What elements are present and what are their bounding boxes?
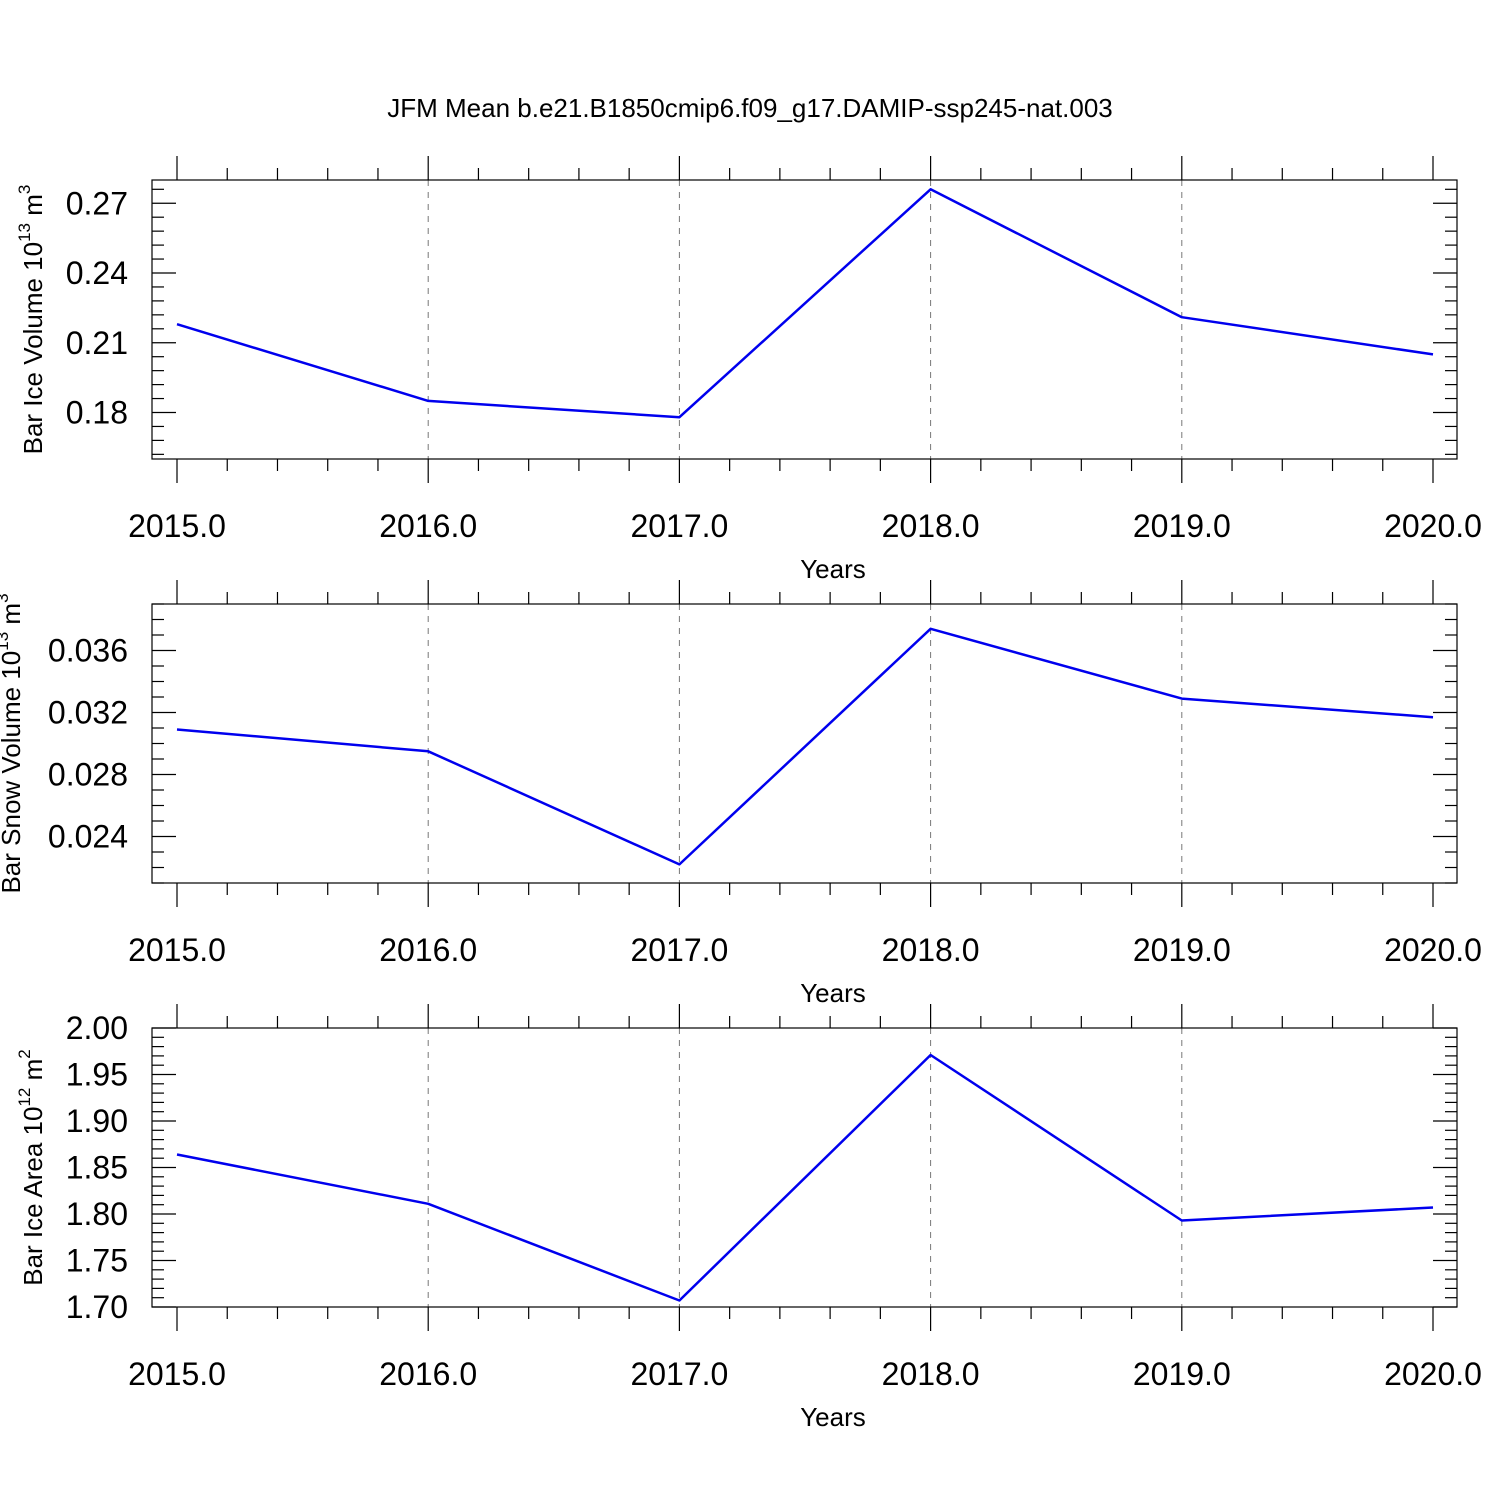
x-axis-label: Years — [800, 978, 866, 1008]
x-tick-label: 2020.0 — [1384, 932, 1482, 968]
figure-title: JFM Mean b.e21.B1850cmip6.f09_g17.DAMIP-… — [387, 93, 1113, 123]
chart-panel-3: 2015.0 2016.0 2017.0 2018.0 2019.0 2020.0 Year… — [15, 1004, 1482, 1432]
y-axis-label-unit-exponent: 3 — [0, 593, 12, 602]
y-tick-label: 0.21 — [66, 325, 128, 361]
y-tick-label: 1.70 — [66, 1289, 128, 1325]
x-tick-label: 2019.0 — [1133, 932, 1231, 968]
y-tick-label: 0.036 — [48, 633, 128, 669]
x-tick-label: 2016.0 — [379, 508, 477, 544]
x-tick-label: 2020.0 — [1384, 1356, 1482, 1392]
x-tick-label: 2018.0 — [882, 932, 980, 968]
y-tick-label: 2.00 — [66, 1010, 128, 1046]
y-tick-label: 0.028 — [48, 757, 128, 793]
y-tick-label: 0.18 — [66, 395, 128, 431]
x-tick-label: 2018.0 — [882, 508, 980, 544]
y-axis-label: Bar Ice Area 1012 m2 — [15, 1049, 48, 1286]
x-tick-label: 2016.0 — [379, 1356, 477, 1392]
series-line — [176, 1053, 1434, 1302]
x-tick-label: 2017.0 — [630, 932, 728, 968]
x-tick-label: 2019.0 — [1133, 1356, 1231, 1392]
y-tick-label: 1.90 — [66, 1103, 128, 1139]
y-tick-label: 0.032 — [48, 695, 128, 731]
x-tick-label: 2015.0 — [128, 932, 226, 968]
x-tick-label: 2020.0 — [1384, 508, 1482, 544]
x-tick-label: 2017.0 — [630, 508, 728, 544]
y-tick-label: 1.85 — [66, 1150, 128, 1186]
y-axis-label-unit: m — [18, 194, 48, 223]
y-axis-label-unit: m — [18, 1059, 48, 1088]
x-tick-label: 2019.0 — [1133, 508, 1231, 544]
series-line — [176, 627, 1434, 866]
y-tick-label: 1.80 — [66, 1196, 128, 1232]
y-axis-label-unit-exponent: 3 — [15, 185, 34, 194]
y-tick-label: 1.75 — [66, 1243, 128, 1279]
x-tick-label: 2018.0 — [882, 1356, 980, 1392]
x-tick-label: 2015.0 — [128, 1356, 226, 1392]
x-tick-label: 2017.0 — [630, 1356, 728, 1392]
y-axis-label: Bar Ice Volume 1013 m3 — [15, 185, 48, 455]
y-axis-label-unit-exponent: 2 — [15, 1049, 34, 1058]
y-axis-label-exponent: 12 — [15, 1088, 34, 1107]
y-axis-label-unit: m — [0, 603, 26, 632]
y-axis-label-exponent: 13 — [15, 223, 34, 242]
chart-panel-1: 2015.0 2016.0 2017.0 2018.0 2019.0 2020.0 Year… — [15, 156, 1482, 584]
y-tick-label: 0.024 — [48, 819, 128, 855]
y-axis-label-text: Bar Ice Volume 10 — [18, 242, 48, 454]
plot-frame — [151, 179, 1458, 460]
y-axis-label-exponent: 13 — [0, 632, 12, 651]
x-tick-label: 2016.0 — [379, 932, 477, 968]
y-tick-label: 0.27 — [66, 185, 128, 221]
x-tick-label: 2015.0 — [128, 508, 226, 544]
panels: 2015.0 2016.0 2017.0 2018.0 2019.0 2020.0 Year… — [0, 156, 1482, 1432]
x-axis-label: Years — [800, 1402, 866, 1432]
series-line — [176, 188, 1434, 419]
y-axis-label-text: Bar Snow Volume 10 — [0, 651, 26, 894]
y-axis-label-text: Bar Ice Area 10 — [18, 1107, 48, 1286]
y-axis-label: Bar Snow Volume 1013 m3 — [0, 593, 26, 893]
x-axis-label: Years — [800, 554, 866, 584]
y-tick-label: 0.24 — [66, 255, 128, 291]
plot-frame — [151, 1027, 1458, 1308]
chart-panel-2: 2015.0 2016.0 2017.0 2018.0 2019.0 2020.0 Year… — [0, 580, 1482, 1008]
y-tick-label: 1.95 — [66, 1057, 128, 1093]
